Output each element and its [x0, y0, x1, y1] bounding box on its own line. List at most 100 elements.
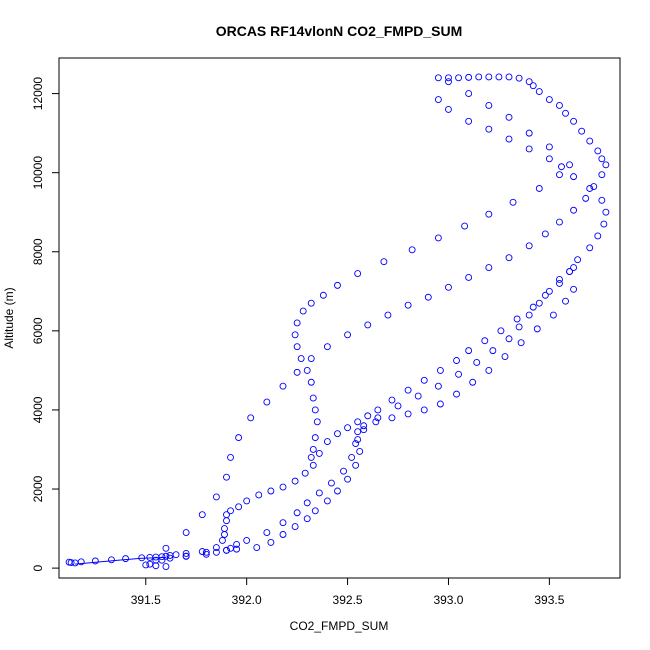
data-point [545, 143, 553, 151]
data-point [434, 74, 442, 82]
data-point [404, 386, 412, 394]
data-point [348, 453, 356, 461]
data-point [566, 161, 574, 169]
data-point [485, 73, 493, 81]
data-point [408, 246, 416, 254]
data-point [334, 430, 341, 438]
data-point [354, 436, 362, 444]
data-point [566, 268, 574, 275]
series-layer [65, 73, 610, 570]
data-point [221, 525, 228, 533]
data-point [436, 366, 444, 374]
data-point [535, 299, 543, 307]
data-point [354, 270, 362, 277]
data-point [227, 507, 234, 515]
data-point [311, 507, 319, 515]
data-point [465, 274, 473, 281]
data-point [545, 287, 553, 295]
series-3 [158, 264, 578, 564]
data-point [455, 74, 463, 82]
data-point [602, 208, 610, 216]
data-point [453, 357, 460, 364]
chart-title: ORCAS RF14vlonN CO2_FMPD_SUM [216, 23, 463, 39]
data-point [404, 301, 412, 309]
x-axis: 391.5 392.0 392.5 393.0 393.5 [131, 578, 565, 607]
data-point [77, 558, 85, 566]
data-point [445, 283, 452, 291]
data-point [549, 311, 557, 319]
data-point [570, 173, 578, 181]
data-point [219, 536, 226, 544]
data-point [394, 402, 402, 410]
data-point [323, 497, 331, 505]
data-point [340, 467, 347, 475]
data-point [263, 529, 271, 536]
data-point [556, 218, 563, 226]
data-point [293, 368, 301, 376]
data-point [533, 325, 541, 333]
data-point [515, 74, 523, 82]
data-point [233, 540, 241, 548]
data-point [291, 523, 299, 531]
data-point [307, 355, 315, 362]
data-point [344, 475, 352, 483]
data-point [247, 414, 255, 422]
x-tick-label: 392.0 [232, 593, 262, 607]
data-point [602, 161, 610, 169]
data-point [590, 183, 598, 190]
data-point [309, 394, 317, 402]
data-point [279, 519, 287, 527]
data-point [243, 536, 251, 544]
data-point [364, 321, 372, 329]
data-point [485, 102, 493, 109]
data-point [223, 473, 230, 481]
data-point [212, 544, 220, 552]
y-tick-label: 10000 [31, 156, 45, 190]
data-point [293, 343, 301, 351]
data-point [469, 378, 477, 386]
data-point [445, 74, 452, 82]
data-point [182, 552, 190, 560]
data-point [307, 299, 315, 307]
data-point [303, 515, 311, 523]
data-point [465, 73, 473, 81]
data-point [267, 538, 275, 546]
x-tick-label: 393.5 [534, 593, 564, 607]
data-point [380, 258, 388, 266]
data-point [525, 78, 533, 86]
data-point [354, 428, 362, 436]
y-tick-label: 8000 [31, 238, 45, 265]
x-tick-label: 391.5 [131, 593, 161, 607]
data-point [598, 155, 606, 163]
data-point [142, 561, 150, 569]
data-point [182, 550, 190, 557]
data-point [360, 422, 368, 430]
data-point [513, 315, 521, 323]
series-0 [65, 96, 610, 567]
y-tick-label: 4000 [31, 396, 45, 423]
data-point [562, 297, 569, 305]
data-point [485, 210, 493, 218]
data-point [293, 319, 301, 327]
data-point [301, 469, 309, 477]
data-point [388, 396, 396, 404]
data-point [545, 96, 553, 103]
data-point [243, 497, 251, 505]
data-point [152, 562, 160, 570]
data-point [303, 499, 311, 507]
data-point [293, 509, 301, 517]
data-point [253, 544, 261, 552]
data-point [541, 230, 549, 238]
data-point [235, 503, 243, 511]
data-point [558, 163, 565, 171]
data-point [465, 117, 473, 125]
data-point [202, 550, 210, 558]
data-point [309, 461, 317, 469]
data-point [327, 479, 335, 487]
data-point [455, 370, 463, 378]
data-point [600, 220, 608, 228]
data-point [481, 337, 489, 345]
data-point [162, 552, 170, 560]
